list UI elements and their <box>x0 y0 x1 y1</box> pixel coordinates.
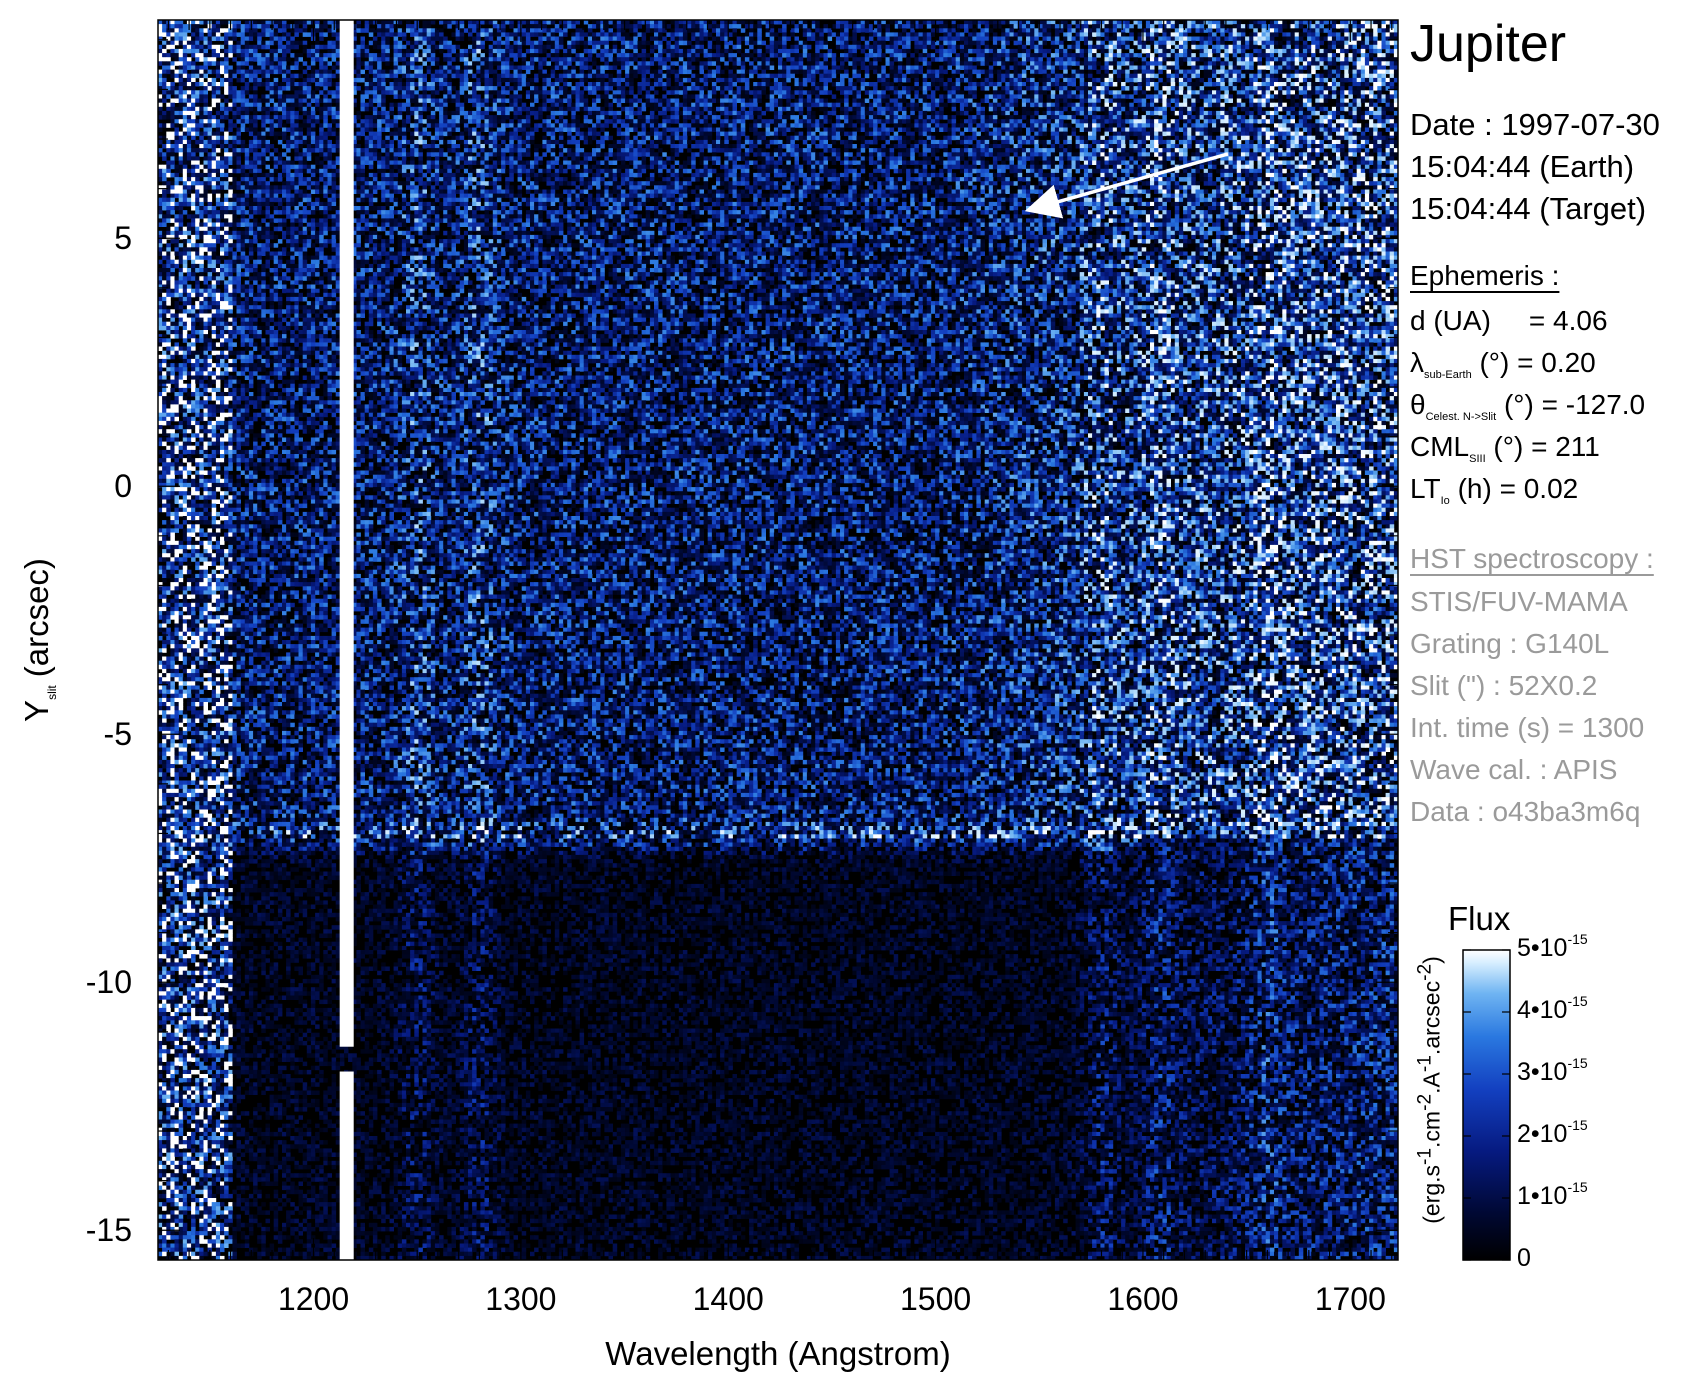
time-target: 15:04:44 (Target) <box>1410 188 1646 230</box>
wave-calibration: Wave cal. : APIS <box>1410 754 1617 786</box>
colorbar-title: Flux <box>1448 900 1510 938</box>
colorbar-tick-label: 4•10-15 <box>1517 996 1588 1025</box>
ephemeris-slit-angle: θCelest. N->Slit (°) = -127.0 <box>1410 389 1645 421</box>
lyman-alpha-line-lower <box>340 1072 354 1260</box>
hst-header: HST spectroscopy : <box>1410 543 1654 575</box>
y-tick-label: 0 <box>114 468 132 504</box>
colorbar-tick-label: 1•10-15 <box>1517 1182 1588 1211</box>
x-tick-label: 1700 <box>1315 1281 1386 1317</box>
colorbar-tick-label: 5•10-15 <box>1517 934 1588 963</box>
colorbar-tick-label: 0 <box>1517 1244 1531 1273</box>
lyman-alpha-line <box>340 20 354 1047</box>
ephemeris-sub-earth-latitude: λsub-Earth (°) = 0.20 <box>1410 347 1596 379</box>
ephemeris-io-local-time: LTIo (h) = 0.02 <box>1410 473 1578 505</box>
x-tick-label: 1400 <box>693 1281 764 1317</box>
y-tick-label: -10 <box>86 964 132 1000</box>
x-tick-label: 1600 <box>1107 1281 1178 1317</box>
x-tick-label: 1200 <box>278 1281 349 1317</box>
instrument: STIS/FUV-MAMA <box>1410 586 1628 618</box>
ephemeris-cml: CMLSIII (°) = 211 <box>1410 431 1600 463</box>
slit: Slit (") : 52X0.2 <box>1410 670 1597 702</box>
colorbar <box>1463 950 1510 1260</box>
x-tick-label: 1300 <box>485 1281 556 1317</box>
x-tick-label: 1500 <box>900 1281 971 1317</box>
time-earth: 15:04:44 (Earth) <box>1410 146 1634 188</box>
x-axis-label: Wavelength (Angstrom) <box>605 1335 950 1372</box>
ephemeris-header: Ephemeris : <box>1410 260 1559 292</box>
date-line: Date : 1997-07-30 <box>1410 104 1660 146</box>
y-tick-label: 5 <box>114 220 132 256</box>
grating: Grating : G140L <box>1410 628 1609 660</box>
data-id: Data : o43ba3m6q <box>1410 796 1640 828</box>
y-tick-label: -15 <box>86 1212 132 1248</box>
ephemeris-distance: d (UA) = 4.06 <box>1410 305 1608 337</box>
plot-title: Jupiter <box>1410 14 1566 74</box>
colorbar-label: (erg.s-1.cm-2.A-1.arcsec-2) <box>1415 956 1446 1224</box>
y-tick-label: -5 <box>104 716 132 752</box>
colorbar-tick-label: 2•10-15 <box>1517 1120 1588 1149</box>
colorbar-tick-label: 3•10-15 <box>1517 1058 1588 1087</box>
y-axis-label: Yslit(arcsec) <box>18 558 59 722</box>
spectral-image <box>158 20 1398 1260</box>
integration-time: Int. time (s) = 1300 <box>1410 712 1644 744</box>
